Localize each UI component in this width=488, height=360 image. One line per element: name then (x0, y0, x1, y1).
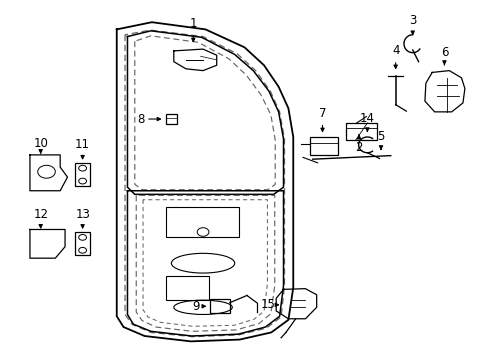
Text: 11: 11 (75, 138, 90, 150)
Text: 8: 8 (137, 113, 144, 126)
Text: 7: 7 (318, 107, 325, 120)
Text: 4: 4 (391, 44, 399, 57)
Text: 9: 9 (192, 300, 199, 313)
Text: 12: 12 (33, 208, 48, 221)
Text: 2: 2 (355, 140, 362, 154)
Text: 5: 5 (377, 130, 384, 143)
Text: 6: 6 (440, 46, 447, 59)
Text: 13: 13 (75, 208, 90, 221)
Text: 3: 3 (408, 14, 416, 27)
Text: 1: 1 (189, 17, 197, 30)
Text: 15: 15 (260, 298, 275, 311)
Text: 10: 10 (33, 136, 48, 149)
Text: 14: 14 (359, 112, 374, 126)
